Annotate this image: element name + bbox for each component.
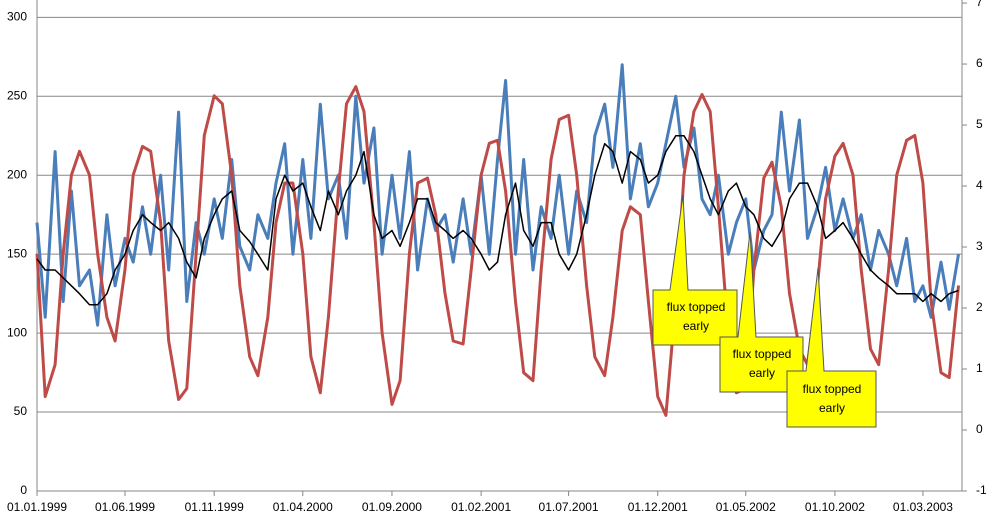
series-line	[35, 85, 960, 417]
y2-tick-label: -1	[976, 483, 987, 497]
annotation: flux topped early	[732, 347, 792, 380]
y2-tick-label: 4	[976, 178, 983, 192]
y-tick-label: 300	[7, 10, 27, 24]
annotation: flux topped early	[802, 382, 862, 415]
y2-tick-label: 0	[976, 422, 983, 436]
x-tick-label: 01.05.2002	[716, 500, 776, 514]
x-tick-label: 01.11.1999	[185, 500, 244, 514]
y-tick-label: 100	[7, 325, 27, 339]
x-tick-label: 01.12.2001	[628, 500, 688, 514]
y-tick-label: 200	[7, 167, 27, 181]
y2-tick-label: 7	[976, 0, 983, 9]
y2-tick-label: 1	[976, 361, 983, 375]
x-tick-label: 01.03.2003	[893, 500, 953, 514]
x-tick-label: 01.10.2002	[805, 500, 865, 514]
y-tick-label: 50	[14, 404, 28, 418]
y2-tick-label: 3	[976, 239, 983, 253]
series-line	[35, 63, 960, 327]
x-tick-label: 01.01.1999	[7, 500, 67, 514]
y-tick-label: 0	[20, 483, 27, 497]
callout-box	[719, 231, 804, 393]
x-tick-label: 01.07.2001	[539, 500, 599, 514]
y-tick-label: 150	[7, 246, 27, 260]
y-tick-label: 250	[7, 88, 27, 102]
callout-box	[786, 267, 877, 428]
x-tick-label: 01.09.2000	[362, 500, 422, 514]
series-line	[36, 135, 959, 306]
annotation: flux topped early	[666, 300, 726, 333]
x-tick-label: 01.06.1999	[95, 500, 155, 514]
y2-tick-label: 6	[976, 56, 983, 70]
x-tick-label: 01.04.2000	[273, 500, 333, 514]
callout-box	[652, 194, 738, 346]
y2-tick-label: 2	[976, 300, 983, 314]
x-tick-label: 01.02.2001	[451, 500, 511, 514]
y2-tick-label: 5	[976, 117, 983, 131]
